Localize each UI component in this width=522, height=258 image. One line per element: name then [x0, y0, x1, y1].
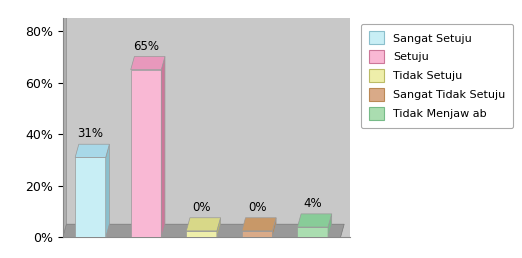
Polygon shape — [186, 231, 217, 237]
Polygon shape — [242, 218, 276, 231]
Polygon shape — [272, 218, 276, 237]
Polygon shape — [75, 144, 110, 157]
Polygon shape — [298, 227, 328, 237]
Polygon shape — [242, 231, 272, 237]
Text: 0%: 0% — [248, 201, 266, 214]
Polygon shape — [63, 5, 66, 237]
Polygon shape — [161, 57, 165, 237]
Polygon shape — [63, 224, 344, 237]
Text: 4%: 4% — [303, 197, 322, 210]
Polygon shape — [106, 144, 110, 237]
Polygon shape — [298, 214, 331, 227]
Text: 0%: 0% — [192, 201, 211, 214]
Polygon shape — [130, 70, 161, 237]
Polygon shape — [328, 214, 331, 237]
Text: 65%: 65% — [133, 40, 159, 53]
Polygon shape — [186, 218, 220, 231]
Legend: Sangat Setuju, Setuju, Tidak Setuju, Sangat Tidak Setuju, Tidak Menjaw ab: Sangat Setuju, Setuju, Tidak Setuju, San… — [361, 24, 513, 128]
Polygon shape — [75, 157, 106, 237]
Polygon shape — [217, 218, 220, 237]
Polygon shape — [130, 57, 165, 70]
Text: 31%: 31% — [77, 127, 103, 140]
